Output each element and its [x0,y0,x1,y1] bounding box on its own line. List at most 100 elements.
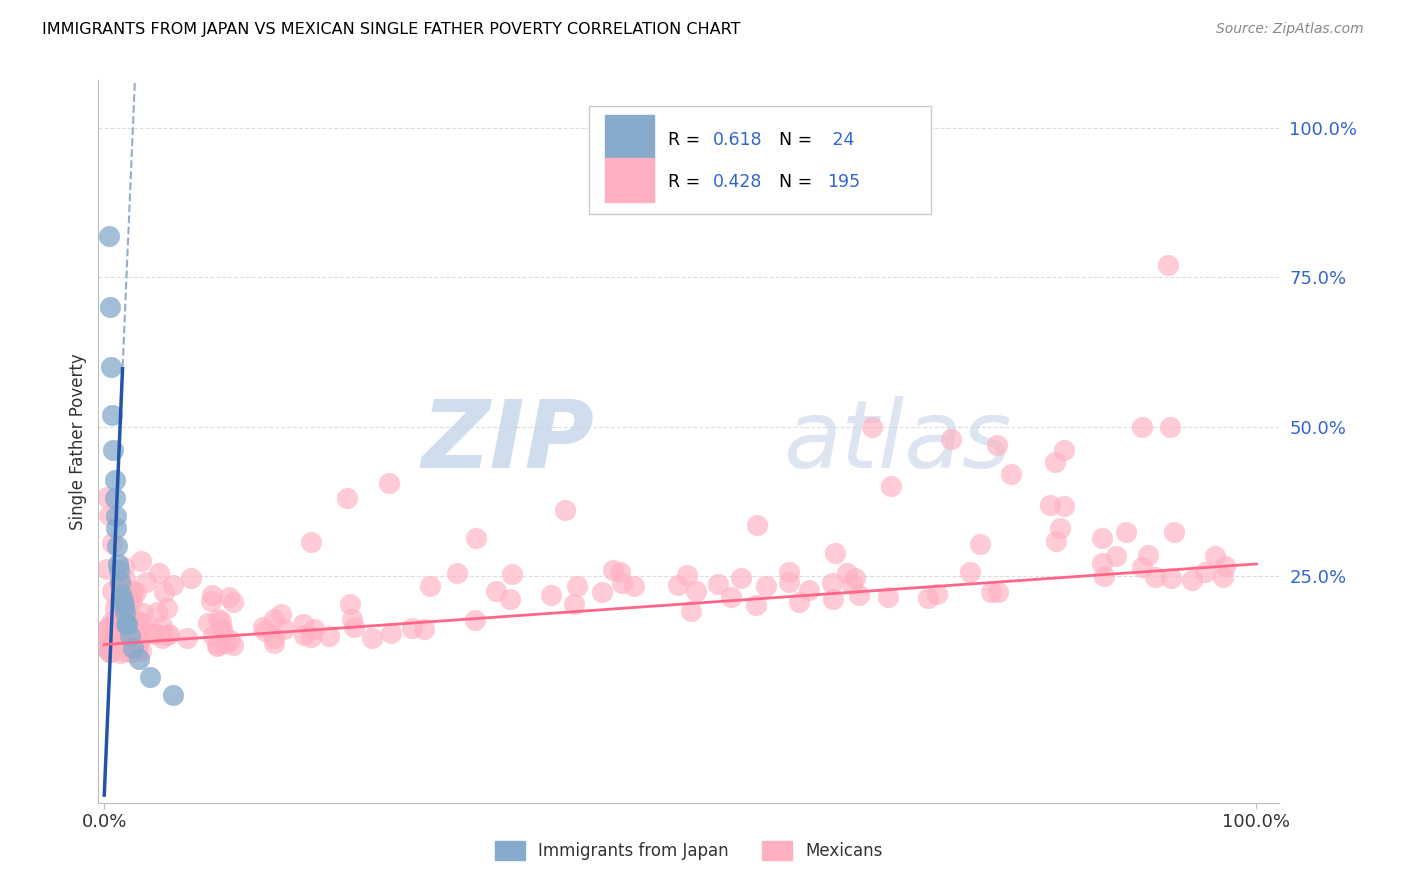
Point [1043,455,1066,469]
Point [121,624,143,639]
Point [94,640,117,654]
Point [969,537,991,551]
Point [115,616,138,631]
Point [155,628,177,642]
Point [343,620,366,634]
Point [118,629,141,643]
Point [222,639,245,653]
Point [499,592,522,607]
Text: 0.428: 0.428 [713,173,762,191]
Point [104,617,127,632]
Point [666,578,689,592]
Point [117,602,139,616]
Point [162,578,184,592]
Point [860,419,883,434]
Point [1212,570,1234,584]
Point [150,631,173,645]
Point [125,644,148,658]
Point [340,612,363,626]
Point [121,632,143,646]
Point [103,491,125,506]
Point [1049,521,1071,535]
Point [263,632,285,646]
Text: ZIP: ZIP [422,395,595,488]
Point [97,641,120,656]
Point [787,595,810,609]
Point [485,583,508,598]
Point [127,629,149,643]
Point [104,600,127,615]
Point [336,491,359,506]
Point [209,614,232,628]
Point [98,631,121,645]
Point [201,588,224,602]
Point [128,624,150,639]
Point [1091,557,1114,571]
Text: N =: N = [768,173,818,191]
Point [1053,499,1076,513]
Y-axis label: Single Father Poverty: Single Father Poverty [69,353,87,530]
Point [1181,573,1204,587]
Point [554,503,576,517]
Point [103,474,125,488]
Point [318,629,340,643]
Text: IMMIGRANTS FROM JAPAN VS MEXICAN SINGLE FATHER POVERTY CORRELATION CHART: IMMIGRANTS FROM JAPAN VS MEXICAN SINGLE … [42,22,741,37]
Point [117,623,139,637]
Point [108,563,131,577]
Point [104,615,127,629]
Point [129,554,152,568]
Point [104,631,127,645]
Point [778,565,800,579]
Point [103,626,125,640]
Point [108,634,131,648]
Point [219,633,242,648]
Point [1115,524,1137,539]
Point [150,619,173,633]
Point [115,628,138,642]
FancyBboxPatch shape [605,158,654,202]
Text: N =: N = [768,130,818,149]
Point [110,587,132,601]
Legend: Immigrants from Japan, Mexicans: Immigrants from Japan, Mexicans [488,834,890,867]
Point [1163,524,1185,539]
Point [120,582,142,597]
Point [207,611,229,625]
Point [821,575,844,590]
Point [980,585,1002,599]
Text: 0.618: 0.618 [713,130,762,149]
Point [129,619,152,633]
Point [380,625,402,640]
Point [129,644,152,658]
Point [446,566,468,581]
Point [112,559,135,574]
Point [103,628,125,642]
Point [108,638,131,652]
Point [562,598,585,612]
Point [121,645,143,659]
Point [104,509,127,524]
Point [1159,419,1181,434]
Point [112,582,135,597]
Point [97,620,120,634]
Point [706,576,728,591]
Point [100,536,122,550]
Point [128,634,150,648]
Point [105,626,128,640]
Point [1105,549,1128,564]
Point [128,652,150,666]
Point [115,616,138,631]
Point [211,624,233,638]
Point [681,604,703,618]
Point [755,579,778,593]
Text: atlas: atlas [783,396,1012,487]
Point [115,624,138,639]
Point [823,591,845,606]
Point [1039,498,1062,512]
Point [112,607,135,622]
Point [1157,259,1180,273]
Point [419,579,441,593]
Point [105,624,128,638]
Point [110,619,132,633]
Point [143,626,166,640]
FancyBboxPatch shape [589,105,931,214]
